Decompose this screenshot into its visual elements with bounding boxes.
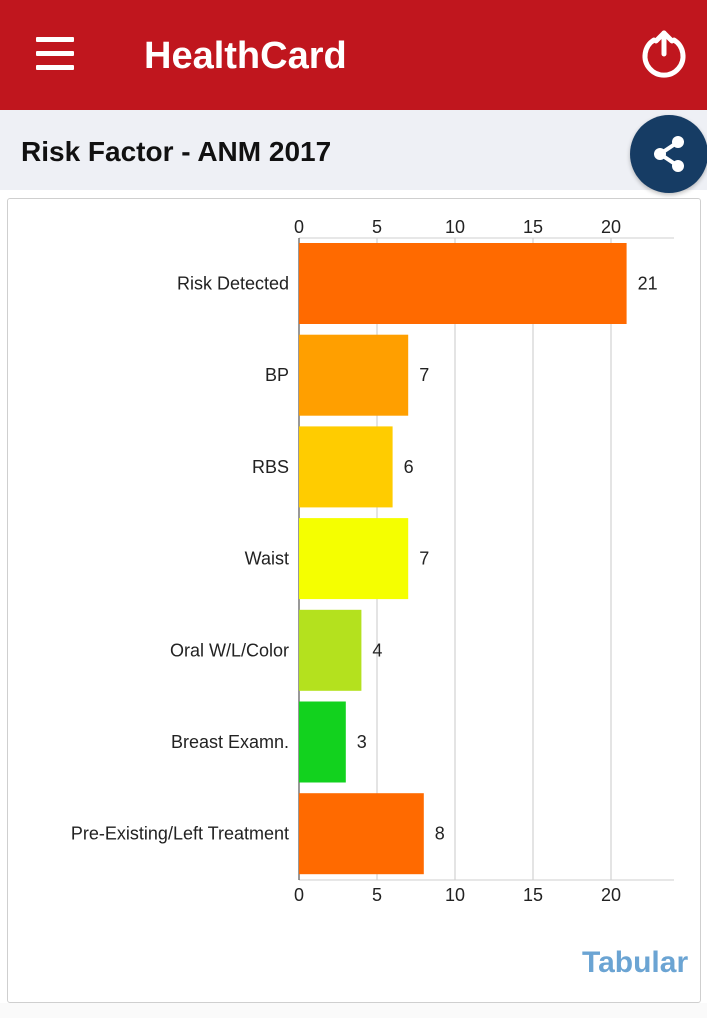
page-title: Risk Factor - ANM 2017	[21, 136, 332, 167]
x-tick-label-bottom-2: 10	[445, 885, 465, 905]
x-tick-label-top-4: 20	[601, 217, 621, 237]
x-tick-label-top-0: 0	[294, 217, 304, 237]
bar-0	[299, 243, 627, 324]
app-bar: HealthCard	[0, 0, 707, 110]
category-label-2: RBS	[252, 457, 289, 477]
app-title: HealthCard	[144, 35, 347, 77]
category-label-1: BP	[265, 365, 289, 385]
share-button[interactable]	[630, 115, 707, 193]
bar-6	[299, 793, 424, 875]
bar-4	[299, 609, 362, 691]
data-label-6: 8	[435, 824, 445, 844]
bottom-edge	[0, 1003, 707, 1018]
data-label-3: 7	[419, 549, 429, 569]
category-label-6: Pre-Existing/Left Treatment	[71, 824, 289, 844]
category-label-0: Risk Detected	[177, 274, 289, 294]
data-label-1: 7	[419, 365, 429, 385]
power-icon[interactable]	[637, 27, 691, 81]
category-label-3: Waist	[245, 549, 289, 569]
data-label-5: 3	[357, 732, 367, 752]
x-tick-label-top-2: 10	[445, 217, 465, 237]
title-bar	[0, 110, 707, 190]
bar-5	[299, 701, 346, 783]
x-tick-label-bottom-3: 15	[523, 885, 543, 905]
category-label-4: Oral W/L/Color	[170, 640, 289, 660]
x-tick-label-bottom-0: 0	[294, 885, 304, 905]
x-tick-label-top-3: 15	[523, 217, 543, 237]
share-icon	[654, 136, 684, 172]
tabular-link[interactable]: Tabular	[582, 946, 689, 979]
hamburger-menu-icon[interactable]	[36, 37, 76, 73]
bar-2	[299, 426, 393, 508]
data-label-4: 4	[372, 640, 382, 660]
bar-3	[299, 518, 409, 600]
category-label-5: Breast Examn.	[171, 732, 289, 752]
x-tick-label-bottom-1: 5	[372, 885, 382, 905]
bar-1	[299, 334, 409, 416]
x-tick-label-bottom-4: 20	[601, 885, 621, 905]
data-label-0: 21	[638, 274, 658, 294]
data-label-2: 6	[404, 457, 414, 477]
x-tick-label-top-1: 5	[372, 217, 382, 237]
